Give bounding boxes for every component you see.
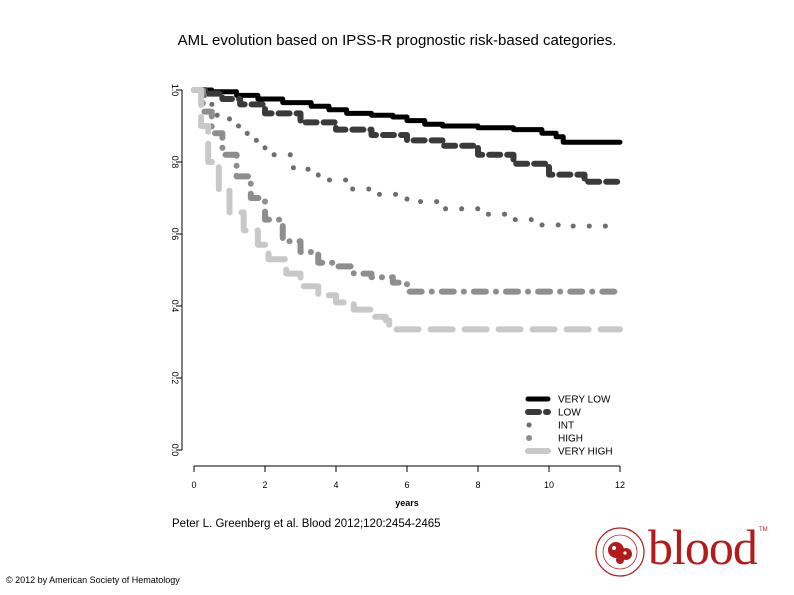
- y-tick-label: 0.2: [170, 372, 180, 385]
- legend-label: VERY LOW: [558, 395, 611, 406]
- legend-label: VERY HIGH: [558, 447, 613, 458]
- logo-wordmark: blood: [648, 519, 758, 575]
- survival-chart: 0.0 0.2 0.4 0.6 0.8 1.0 0 2 4 6 8 10 12 years VERY LOW…: [170, 84, 625, 508]
- series-line-int: [191, 87, 623, 229]
- legend-label: HIGH: [558, 434, 583, 445]
- y-tick-label: 0.8: [170, 156, 180, 169]
- legend-label: INT: [558, 421, 574, 432]
- x-axis-label: years: [395, 498, 419, 508]
- series-line-very-high: [191, 87, 623, 333]
- series-line-low: [191, 87, 623, 187]
- citation: Peter L. Greenberg et al. Blood 2012;120…: [172, 518, 441, 530]
- x-tick-label: 8: [475, 480, 480, 490]
- legend-label: LOW: [558, 408, 581, 419]
- x-tick-label: 12: [615, 480, 625, 490]
- x-tick-label: 6: [404, 480, 409, 490]
- slide-title: AML evolution based on IPSS-R prognostic…: [177, 32, 617, 49]
- x-tick-label: 4: [333, 480, 338, 490]
- y-tick-label: 0.4: [170, 300, 180, 313]
- x-tick-label: 2: [262, 480, 267, 490]
- logo-trademark: TM: [759, 527, 768, 533]
- copyright: © 2012 by American Society of Hematology: [6, 575, 180, 585]
- y-tick-label: 0.0: [170, 444, 180, 457]
- x-tick-label: 0: [191, 480, 196, 490]
- y-tick-label: 1.0: [170, 84, 180, 97]
- y-tick-label: 0.6: [170, 228, 180, 241]
- x-tick-label: 10: [544, 480, 554, 490]
- blood-logo: blood TM: [592, 519, 772, 580]
- series-line-very-low: [191, 87, 623, 145]
- series-line-high: [191, 87, 623, 295]
- society-seal-icon: [595, 527, 645, 577]
